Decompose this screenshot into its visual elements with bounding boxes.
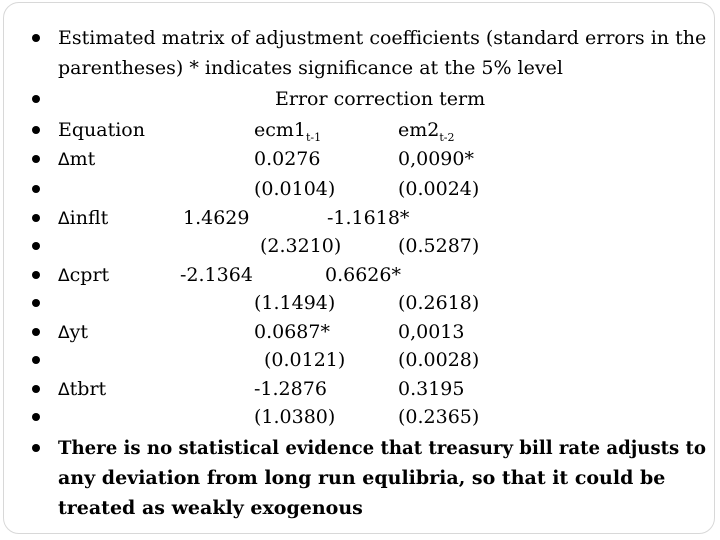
coefficient-row-cprt: Δcprt -2.1364 0.6626* [0,260,712,290]
intro-bullet-row: Estimated matrix of adjustment coefficie… [0,23,712,53]
se-ecm1: (0.0104) [254,178,336,200]
bullet-icon [32,242,40,250]
conclusion-row: There is no statistical evidence that tr… [0,433,712,463]
variable-name: cprt [69,264,110,286]
conclusion-line-2: any deviation from long run equlibria, s… [58,467,666,489]
bullet-icon [32,413,40,421]
variable-label: Δtbrt [58,374,106,405]
bullet-icon [32,155,40,163]
se-ecm2: (0.5287) [398,235,480,257]
se-ecm1: (2.3210) [260,235,342,257]
variable-label: Δyt [58,317,88,348]
delta-symbol: Δ [58,380,70,400]
bullet-icon [32,95,40,103]
conclusion-continuation-row: treated as weakly exogenous [0,493,712,523]
delta-symbol: Δ [58,266,70,286]
delta-symbol: Δ [58,209,70,229]
variable-name: mt [69,148,96,170]
delta-symbol: Δ [58,150,70,170]
coefficient-row-yt: Δyt 0.0687* 0,0013 [0,317,712,347]
stderr-row-mt: (0.0104) (0.0024) [0,174,712,204]
ecm2-subscript: t-2 [439,131,455,144]
coef-ecm1: -1.2876 [254,378,327,400]
header-row: Error correction term [0,84,712,114]
conclusion-line-1: There is no statistical evidence that tr… [58,437,706,459]
coef-ecm2: 0.3195 [398,378,465,400]
coef-ecm2: -1.1618* [327,207,410,229]
intro-line-2: parentheses) * indicates significance at… [58,57,563,79]
coef-ecm1: 0.0687* [254,321,330,343]
conclusion-continuation-row: any deviation from long run equlibria, s… [0,463,712,493]
se-ecm2: (0.0024) [398,178,480,200]
stderr-row-cprt: (1.1494) (0.2618) [0,288,712,318]
ecm1-base: ecm1 [254,119,306,141]
se-ecm2: (0.0028) [398,349,480,371]
slide-frame [3,2,715,534]
coef-ecm1: 1.4629 [183,207,250,229]
coef-ecm1: 0.0276 [254,148,321,170]
bullet-icon [32,356,40,364]
delta-symbol: Δ [58,323,70,343]
stderr-row-yt: (0.0121) (0.0028) [0,345,712,375]
coef-ecm2: 0.6626* [325,264,401,286]
variable-label: Δcprt [58,260,109,291]
conclusion-line-3: treated as weakly exogenous [58,497,363,519]
se-ecm1: (1.1494) [254,292,336,314]
coef-ecm2: 0,0013 [398,321,465,343]
stderr-row-tbrt: (1.0380) (0.2365) [0,402,712,432]
variable-name: inflt [69,207,109,229]
bullet-icon [32,385,40,393]
ecm2-column-header: em2t-2 [398,115,455,153]
ecm1-column-header: ecm1t-1 [254,115,321,153]
coef-ecm1: -2.1364 [180,264,253,286]
se-ecm1: (1.0380) [254,406,336,428]
bullet-icon [32,34,40,42]
table-header: Error correction term [275,88,486,110]
bullet-icon [32,299,40,307]
intro-line-1: Estimated matrix of adjustment coefficie… [58,27,707,49]
coefficient-row-inflt: Δinflt 1.4629 -1.1618* [0,203,712,233]
se-ecm2: (0.2618) [398,292,480,314]
intro-continuation-row: parentheses) * indicates significance at… [0,53,712,83]
bullet-icon [32,444,40,452]
coefficient-row-mt: Δmt 0.0276 0,0090* [0,144,712,174]
variable-name: tbrt [69,378,107,400]
variable-name: yt [69,321,89,343]
bullet-icon [32,185,40,193]
equation-label: Equation [58,119,145,141]
se-ecm1: (0.0121) [264,349,346,371]
ecm1-subscript: t-1 [306,131,322,144]
coefficient-row-tbrt: Δtbrt -1.2876 0.3195 [0,374,712,404]
bullet-icon [32,271,40,279]
bullet-icon [32,126,40,134]
variable-label: Δinflt [58,203,108,234]
bullet-icon [32,328,40,336]
coef-ecm2: 0,0090* [398,148,474,170]
bullet-icon [32,214,40,222]
ecm2-base: em2 [398,119,440,141]
stderr-row-inflt: (2.3210) (0.5287) [0,231,712,261]
variable-label: Δmt [58,144,95,175]
column-header-row: Equation ecm1t-1 em2t-2 [0,115,712,145]
se-ecm2: (0.2365) [398,406,480,428]
